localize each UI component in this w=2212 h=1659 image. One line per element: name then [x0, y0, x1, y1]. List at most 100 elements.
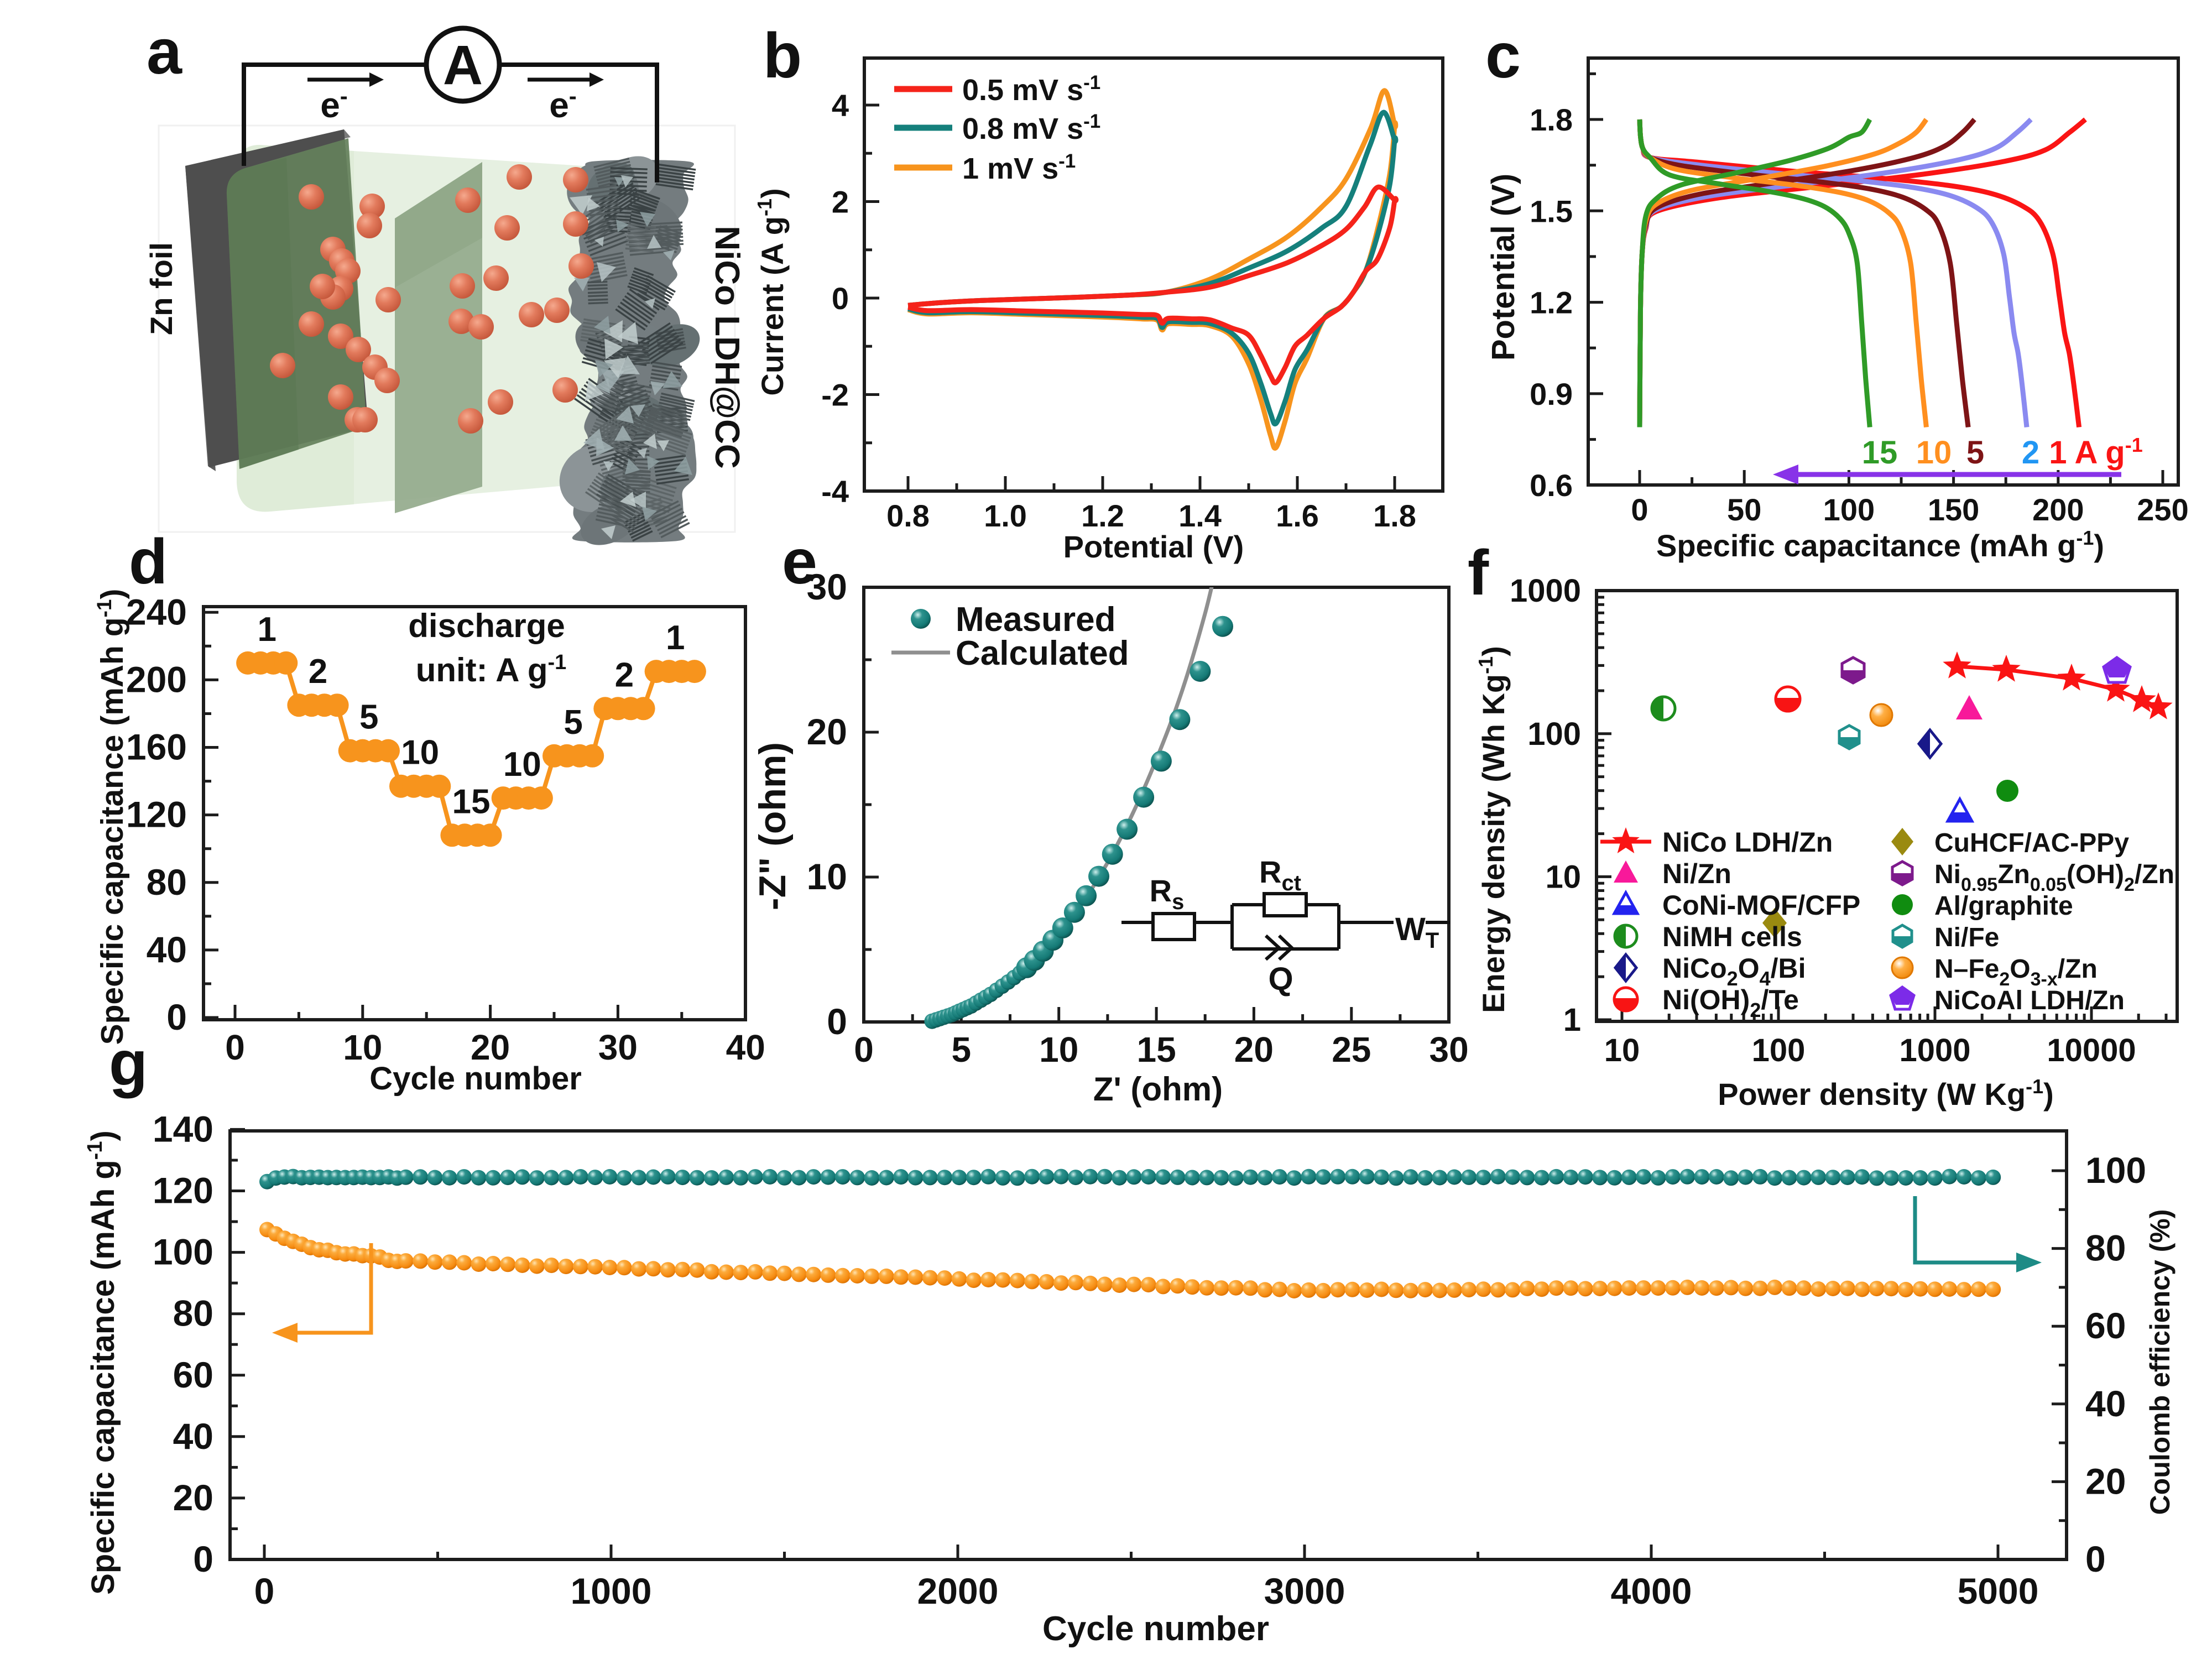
svg-text:-4: -4: [821, 474, 849, 509]
svg-text:100: 100: [1527, 716, 1581, 752]
svg-text:40: 40: [173, 1416, 213, 1457]
svg-text:250: 250: [2137, 492, 2188, 527]
svg-text:Specific capacitance (mAh g-1): Specific capacitance (mAh g-1): [84, 1130, 121, 1595]
svg-text:NiCo LDH/Zn: NiCo LDH/Zn: [1662, 827, 1833, 858]
svg-text:0: 0: [254, 1571, 275, 1611]
svg-text:10: 10: [1604, 1032, 1640, 1068]
svg-text:unit: A g-1: unit: A g-1: [416, 651, 567, 688]
svg-text:0.8 mV s-1: 0.8 mV s-1: [962, 111, 1100, 145]
svg-text:Calculated: Calculated: [956, 634, 1129, 672]
svg-text:40: 40: [2085, 1383, 2126, 1424]
svg-text:0: 0: [166, 997, 187, 1037]
svg-text:160: 160: [126, 727, 187, 768]
svg-text:30: 30: [1430, 1030, 1469, 1070]
svg-text:2000: 2000: [917, 1571, 999, 1611]
svg-text:-Z" (ohm): -Z" (ohm): [752, 742, 794, 910]
svg-text:1.2: 1.2: [1081, 498, 1124, 533]
svg-text:NiCoAl LDH/Zn: NiCoAl LDH/Zn: [1934, 986, 2125, 1015]
svg-text:1000: 1000: [571, 1571, 652, 1611]
svg-text:200: 200: [2032, 492, 2084, 527]
svg-text:Measured: Measured: [956, 601, 1115, 639]
svg-text:15: 15: [1862, 435, 1898, 471]
svg-text:e: e: [782, 526, 817, 597]
svg-text:3000: 3000: [1264, 1571, 1345, 1611]
svg-text:5: 5: [1966, 435, 1984, 471]
svg-text:2: 2: [309, 653, 327, 691]
svg-text:2: 2: [2022, 435, 2039, 471]
svg-text:-2: -2: [821, 378, 849, 413]
svg-text:Potential (V): Potential (V): [1485, 174, 1521, 361]
svg-text:200: 200: [126, 659, 187, 700]
svg-text:Specific capacitance (mAh g-1): Specific capacitance (mAh g-1): [93, 589, 130, 1045]
svg-text:0.6: 0.6: [1530, 468, 1573, 503]
svg-text:g: g: [109, 1028, 148, 1099]
svg-text:50: 50: [1727, 492, 1761, 527]
svg-text:20: 20: [471, 1027, 510, 1067]
svg-text:100: 100: [1752, 1032, 1806, 1068]
svg-text:80: 80: [147, 862, 187, 902]
svg-text:60: 60: [173, 1354, 213, 1395]
svg-text:1.8: 1.8: [1373, 498, 1416, 533]
svg-text:30: 30: [807, 566, 847, 607]
svg-text:2: 2: [832, 185, 849, 220]
svg-text:40: 40: [726, 1027, 765, 1067]
svg-text:4000: 4000: [1611, 1571, 1692, 1611]
svg-text:Q: Q: [1268, 961, 1293, 997]
svg-text:a: a: [147, 17, 182, 87]
svg-text:10: 10: [1916, 435, 1952, 471]
svg-text:150: 150: [1928, 492, 1979, 527]
svg-text:0: 0: [854, 1030, 874, 1070]
svg-text:1.8: 1.8: [1530, 102, 1573, 137]
svg-text:20: 20: [807, 711, 847, 752]
svg-text:5: 5: [952, 1030, 972, 1070]
svg-text:b: b: [763, 20, 802, 91]
svg-text:80: 80: [173, 1293, 213, 1334]
svg-text:Power density (W Kg-1): Power density (W Kg-1): [1718, 1075, 2054, 1112]
svg-text:Energy density (Wh Kg-1): Energy density (Wh Kg-1): [1474, 646, 1511, 1013]
svg-text:0: 0: [193, 1538, 213, 1579]
svg-text:1 mV s-1: 1 mV s-1: [962, 150, 1076, 185]
svg-text:120: 120: [126, 794, 187, 835]
svg-text:0.8: 0.8: [886, 498, 930, 533]
svg-text:Z' (ohm): Z' (ohm): [1093, 1071, 1223, 1108]
svg-text:4: 4: [832, 88, 849, 123]
svg-text:0.9: 0.9: [1530, 377, 1573, 411]
svg-text:NiMH cells: NiMH cells: [1662, 921, 1802, 952]
svg-text:Current (A g-1): Current (A g-1): [753, 188, 790, 395]
svg-text:15: 15: [452, 782, 491, 821]
svg-text:1: 1: [257, 611, 276, 649]
svg-text:Potential (V): Potential (V): [1063, 529, 1244, 564]
svg-text:100: 100: [153, 1232, 213, 1272]
svg-text:1.4: 1.4: [1178, 498, 1222, 533]
svg-text:0: 0: [1631, 492, 1648, 527]
svg-text:Ni(OH)2/Te: Ni(OH)2/Te: [1662, 984, 1799, 1021]
svg-text:d: d: [129, 526, 168, 597]
svg-text:140: 140: [153, 1108, 213, 1149]
svg-text:240: 240: [126, 591, 187, 632]
svg-text:10: 10: [1039, 1030, 1078, 1070]
svg-text:120: 120: [153, 1170, 213, 1211]
svg-text:80: 80: [2085, 1228, 2126, 1269]
svg-text:A: A: [443, 34, 483, 96]
svg-text:10: 10: [343, 1027, 382, 1067]
svg-text:NiCo LDH@CC: NiCo LDH@CC: [708, 226, 746, 468]
svg-text:100: 100: [1823, 492, 1875, 527]
svg-text:0: 0: [2085, 1538, 2106, 1579]
svg-text:10: 10: [1545, 859, 1581, 895]
svg-text:Coulomb efficiency (%): Coulomb efficiency (%): [2145, 1209, 2176, 1515]
svg-text:NiCo2O4/Bi: NiCo2O4/Bi: [1662, 953, 1806, 990]
svg-text:10: 10: [503, 745, 541, 784]
svg-text:Cycle number: Cycle number: [369, 1061, 582, 1097]
svg-text:15: 15: [1137, 1030, 1176, 1070]
svg-text:1000: 1000: [1510, 573, 1581, 609]
svg-text:100: 100: [2085, 1150, 2146, 1191]
svg-text:Cycle number: Cycle number: [1042, 1610, 1269, 1648]
svg-text:20: 20: [1234, 1030, 1274, 1070]
svg-text:10000: 10000: [2047, 1032, 2136, 1068]
svg-text:0.5 mV s-1: 0.5 mV s-1: [962, 72, 1100, 107]
svg-text:0: 0: [827, 1001, 847, 1042]
svg-text:Al/graphite: Al/graphite: [1934, 891, 2073, 921]
svg-text:1.0: 1.0: [984, 498, 1027, 533]
svg-text:10: 10: [401, 734, 439, 772]
svg-text:Specific capacitance (mAh g-1): Specific capacitance (mAh g-1): [1656, 526, 2104, 563]
